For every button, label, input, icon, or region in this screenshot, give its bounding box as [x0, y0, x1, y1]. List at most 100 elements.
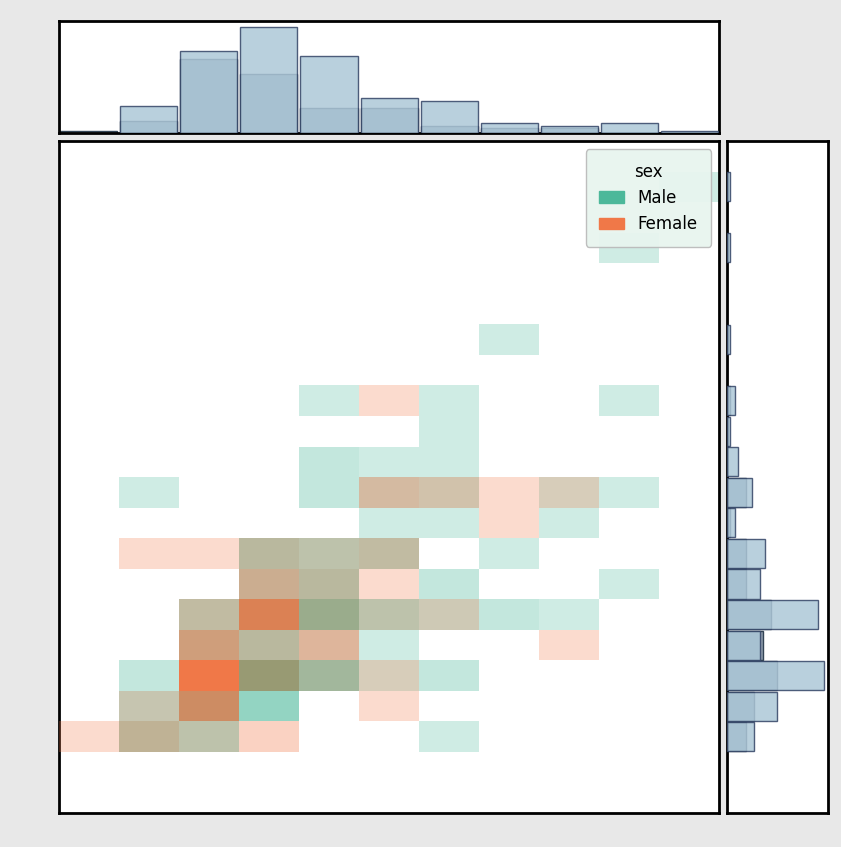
Bar [299, 661, 359, 691]
Bar [241, 26, 298, 133]
Bar [239, 630, 299, 661]
Bar [359, 477, 419, 507]
Bar [359, 446, 419, 477]
Bar [727, 478, 752, 507]
Bar [119, 691, 179, 722]
Bar [727, 630, 763, 660]
Bar [727, 692, 754, 721]
Bar [239, 661, 299, 691]
Bar [179, 630, 239, 661]
Bar [299, 600, 359, 630]
Bar [727, 447, 738, 476]
Bar [359, 661, 419, 691]
Bar [541, 125, 598, 133]
Bar [181, 58, 237, 133]
Bar [120, 121, 177, 133]
Bar [727, 569, 760, 599]
Bar [599, 385, 659, 416]
Bar [361, 108, 417, 133]
Bar [479, 600, 539, 630]
Bar [479, 507, 539, 538]
Bar [359, 600, 419, 630]
Bar [727, 508, 735, 537]
Bar [419, 477, 479, 507]
Bar [299, 477, 359, 507]
Bar [181, 52, 237, 133]
Bar [120, 106, 177, 133]
Bar [599, 233, 659, 263]
Bar [241, 74, 298, 133]
Bar [239, 661, 299, 691]
Bar [359, 538, 419, 568]
Bar [239, 538, 299, 568]
Bar [539, 600, 599, 630]
Bar [300, 108, 357, 133]
Bar [727, 539, 746, 568]
Bar [727, 539, 765, 568]
Bar [299, 568, 359, 600]
Bar [239, 538, 299, 568]
Bar [727, 662, 823, 690]
Bar [59, 722, 119, 752]
Bar [299, 385, 359, 416]
Bar [661, 130, 717, 133]
Bar [239, 691, 299, 722]
Bar [239, 600, 299, 630]
Bar [359, 630, 419, 661]
Bar [419, 446, 479, 477]
Bar [420, 101, 478, 133]
Bar [239, 600, 299, 630]
Bar [727, 386, 729, 415]
Bar [179, 661, 239, 691]
Bar [359, 568, 419, 600]
Bar [479, 538, 539, 568]
Bar [419, 600, 479, 630]
Bar [239, 568, 299, 600]
Bar [539, 507, 599, 538]
Bar [727, 325, 729, 354]
Bar [119, 722, 179, 752]
Bar [179, 661, 239, 691]
Bar [359, 538, 419, 568]
Bar [359, 477, 419, 507]
Bar [479, 324, 539, 355]
Bar [299, 600, 359, 630]
Bar [119, 538, 179, 568]
Bar [419, 568, 479, 600]
Bar [727, 234, 729, 263]
Bar [361, 98, 417, 133]
Bar [727, 569, 746, 599]
Bar [359, 385, 419, 416]
Bar [600, 124, 658, 133]
Bar [119, 691, 179, 722]
Bar [599, 568, 659, 600]
Legend: Male, Female: Male, Female [585, 149, 711, 246]
Bar [179, 722, 239, 752]
Bar [179, 691, 239, 722]
Bar [179, 691, 239, 722]
Bar [727, 722, 754, 751]
Bar [119, 722, 179, 752]
Bar [419, 507, 479, 538]
Bar [727, 386, 735, 415]
Bar [299, 538, 359, 568]
Bar [727, 630, 760, 660]
Bar [359, 691, 419, 722]
Bar [359, 507, 419, 538]
Bar [419, 661, 479, 691]
Bar [539, 477, 599, 507]
Bar [727, 478, 746, 507]
Bar [727, 417, 729, 446]
Bar [541, 128, 598, 133]
Bar [179, 600, 239, 630]
Bar [727, 508, 729, 537]
Bar [239, 722, 299, 752]
Bar [727, 692, 776, 721]
Bar [299, 538, 359, 568]
Bar [119, 661, 179, 691]
Bar [179, 722, 239, 752]
Bar [599, 477, 659, 507]
Bar [539, 477, 599, 507]
Bar [419, 477, 479, 507]
Bar [299, 661, 359, 691]
